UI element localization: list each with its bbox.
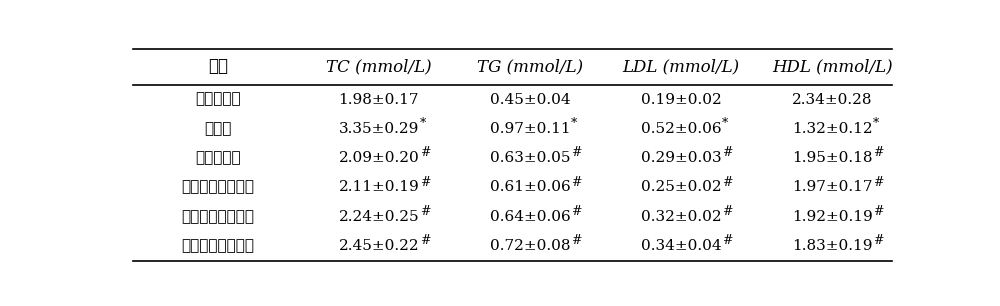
Text: 0.72±0.08: 0.72±0.08 <box>490 239 570 253</box>
Text: 1.98±0.17: 1.98±0.17 <box>339 93 419 107</box>
Text: 2.11±0.19: 2.11±0.19 <box>338 181 419 194</box>
Text: LDL (mmol/L): LDL (mmol/L) <box>623 58 740 75</box>
Text: 组别: 组别 <box>208 58 228 75</box>
Text: 正常对照组: 正常对照组 <box>195 93 241 107</box>
Text: HDL (mmol/L): HDL (mmol/L) <box>772 58 893 75</box>
Text: *: * <box>722 117 728 130</box>
Text: 0.63±0.05: 0.63±0.05 <box>490 151 570 165</box>
Text: 3.35±0.29: 3.35±0.29 <box>339 122 419 136</box>
Text: 0.29±0.03: 0.29±0.03 <box>641 151 721 165</box>
Text: #: # <box>420 234 430 247</box>
Text: *: * <box>420 117 426 130</box>
Text: 1.92±0.19: 1.92±0.19 <box>792 210 873 224</box>
Text: 2.45±0.22: 2.45±0.22 <box>338 239 419 253</box>
Text: #: # <box>420 205 430 218</box>
Text: #: # <box>722 234 733 247</box>
Text: #: # <box>571 234 581 247</box>
Text: 水飞蓟宾组: 水飞蓟宾组 <box>195 151 241 165</box>
Text: 1.95±0.18: 1.95±0.18 <box>792 151 872 165</box>
Text: 0.32±0.02: 0.32±0.02 <box>641 210 721 224</box>
Text: TC (mmol/L): TC (mmol/L) <box>326 58 432 75</box>
Text: 0.19±0.02: 0.19±0.02 <box>641 93 721 107</box>
Text: *: * <box>873 117 880 130</box>
Text: 0.34±0.04: 0.34±0.04 <box>641 239 721 253</box>
Text: 异牡荆素中剂量组: 异牡荆素中剂量组 <box>182 210 254 224</box>
Text: #: # <box>571 205 582 218</box>
Text: 2.34±0.28: 2.34±0.28 <box>792 93 872 107</box>
Text: 模型组: 模型组 <box>204 122 232 136</box>
Text: 0.64±0.06: 0.64±0.06 <box>490 210 570 224</box>
Text: 0.45±0.04: 0.45±0.04 <box>490 93 570 107</box>
Text: #: # <box>873 234 884 247</box>
Text: #: # <box>873 147 884 159</box>
Text: 异牡荆素低剂量组: 异牡荆素低剂量组 <box>182 239 254 253</box>
Text: #: # <box>571 176 582 189</box>
Text: *: * <box>571 117 577 130</box>
Text: #: # <box>420 176 430 189</box>
Text: 异牡荆素高剂量组: 异牡荆素高剂量组 <box>182 181 254 194</box>
Text: 0.52±0.06: 0.52±0.06 <box>641 122 721 136</box>
Text: #: # <box>722 176 733 189</box>
Text: TG (mmol/L): TG (mmol/L) <box>477 58 583 75</box>
Text: #: # <box>873 176 884 189</box>
Text: #: # <box>571 147 581 159</box>
Text: 0.25±0.02: 0.25±0.02 <box>641 181 721 194</box>
Text: #: # <box>722 147 733 159</box>
Text: #: # <box>420 147 430 159</box>
Text: 1.32±0.12: 1.32±0.12 <box>792 122 873 136</box>
Text: #: # <box>722 205 733 218</box>
Text: 2.09±0.20: 2.09±0.20 <box>338 151 419 165</box>
Text: 0.97±0.11: 0.97±0.11 <box>490 122 570 136</box>
Text: 1.83±0.19: 1.83±0.19 <box>792 239 872 253</box>
Text: #: # <box>873 205 884 218</box>
Text: 1.97±0.17: 1.97±0.17 <box>792 181 872 194</box>
Text: 0.61±0.06: 0.61±0.06 <box>490 181 570 194</box>
Text: 2.24±0.25: 2.24±0.25 <box>338 210 419 224</box>
